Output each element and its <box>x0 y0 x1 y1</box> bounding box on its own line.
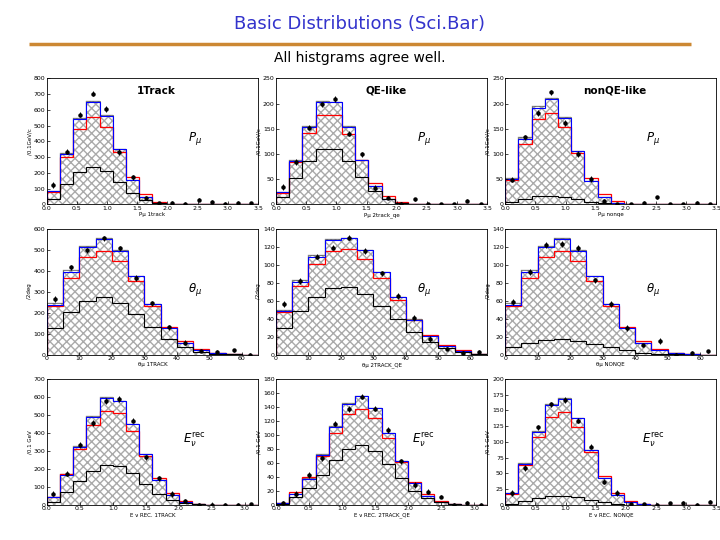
Text: $P_{\mu}$: $P_{\mu}$ <box>188 130 202 147</box>
Y-axis label: /2deg: /2deg <box>27 284 32 300</box>
X-axis label: Pμ nonqe: Pμ nonqe <box>598 212 624 217</box>
Y-axis label: /0.1GeV/c: /0.1GeV/c <box>27 128 32 155</box>
X-axis label: E ν REC. 2TRACK_QE: E ν REC. 2TRACK_QE <box>354 512 410 518</box>
Text: Basic Distributions (Sci.Bar): Basic Distributions (Sci.Bar) <box>235 15 485 33</box>
Y-axis label: /0.1 GeV: /0.1 GeV <box>486 430 490 454</box>
X-axis label: Pμ 2track_qe: Pμ 2track_qe <box>364 212 400 218</box>
Y-axis label: /0.1GeV/c: /0.1GeV/c <box>486 128 490 155</box>
X-axis label: θμ NONQE: θμ NONQE <box>596 362 625 367</box>
Text: $\theta_{\mu}$: $\theta_{\mu}$ <box>417 281 431 298</box>
Text: 1Track: 1Track <box>138 86 176 96</box>
Text: $\theta_{\mu}$: $\theta_{\mu}$ <box>646 281 660 298</box>
Text: $\theta_{\mu}$: $\theta_{\mu}$ <box>188 281 202 298</box>
Y-axis label: /0.1 GeV: /0.1 GeV <box>256 430 261 454</box>
X-axis label: E ν REC. 1TRACK: E ν REC. 1TRACK <box>130 512 175 518</box>
Text: $E_{\nu}^{\rm rec}$: $E_{\nu}^{\rm rec}$ <box>184 430 206 448</box>
X-axis label: Pμ 1track: Pμ 1track <box>140 212 166 217</box>
Y-axis label: /2deg: /2deg <box>486 284 490 300</box>
X-axis label: θμ 1TRACK: θμ 1TRACK <box>138 362 167 367</box>
Text: QE-like: QE-like <box>365 86 407 96</box>
Text: $E_{\nu}^{\rm rec}$: $E_{\nu}^{\rm rec}$ <box>413 430 435 448</box>
Text: nonQE-like: nonQE-like <box>583 86 647 96</box>
Y-axis label: /0.1 GeV: /0.1 GeV <box>27 430 32 454</box>
Text: $P_{\mu}$: $P_{\mu}$ <box>646 130 660 147</box>
Y-axis label: /2deg: /2deg <box>256 284 261 300</box>
X-axis label: θμ 2TRACK_QE: θμ 2TRACK_QE <box>361 362 402 368</box>
Text: $E_{\nu}^{\rm rec}$: $E_{\nu}^{\rm rec}$ <box>642 430 665 448</box>
X-axis label: E ν REC. NONQE: E ν REC. NONQE <box>588 512 633 518</box>
Text: All histgrams agree well.: All histgrams agree well. <box>274 51 446 65</box>
Y-axis label: /0.1GeV/c: /0.1GeV/c <box>256 128 261 155</box>
Text: $P_{\mu}$: $P_{\mu}$ <box>417 130 431 147</box>
